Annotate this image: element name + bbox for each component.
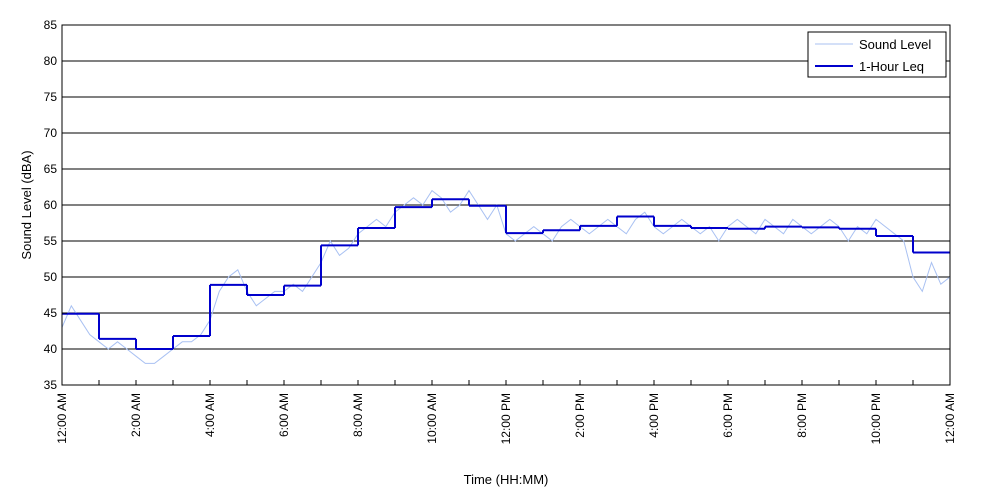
y-tick-label: 65 bbox=[44, 162, 58, 176]
x-tick-label: 10:00 AM bbox=[425, 393, 439, 444]
axes: 35 40 45 50 55 60 65 70 75 80 85 12:00 AM 2:00 AM 4:0… bbox=[44, 18, 957, 444]
y-tick-label: 45 bbox=[44, 306, 58, 320]
y-tick-label: 75 bbox=[44, 90, 58, 104]
y-tick-label: 85 bbox=[44, 18, 58, 32]
y-tick-label: 70 bbox=[44, 126, 58, 140]
x-tick-label: 2:00 PM bbox=[573, 393, 587, 438]
x-tick-label: 8:00 PM bbox=[795, 393, 809, 438]
y-tick-label: 35 bbox=[44, 378, 58, 392]
y-tick-label: 40 bbox=[44, 342, 58, 356]
x-tick-label: 6:00 PM bbox=[721, 393, 735, 438]
x-tick-label: 4:00 AM bbox=[203, 393, 217, 437]
series-layer bbox=[61, 189, 951, 364]
x-axis-label: Time (HH:MM) bbox=[464, 472, 549, 487]
y-tick-label: 55 bbox=[44, 234, 58, 248]
y-tick-label: 50 bbox=[44, 270, 58, 284]
y-tick-label: 80 bbox=[44, 54, 58, 68]
x-tick-label: 12:00 PM bbox=[499, 393, 513, 444]
legend-label-sound-level: Sound Level bbox=[859, 37, 931, 52]
x-tick-label: 12:00 AM bbox=[55, 393, 69, 444]
x-tick-label: 12:00 AM bbox=[943, 393, 957, 444]
legend-label-1-hour-leq: 1-Hour Leq bbox=[859, 59, 924, 74]
y-tick-label: 60 bbox=[44, 198, 58, 212]
legend: Sound Level 1-Hour Leq bbox=[807, 31, 947, 78]
x-tick-label: 4:00 PM bbox=[647, 393, 661, 438]
x-tick-label: 2:00 AM bbox=[129, 393, 143, 437]
x-tick-label: 6:00 AM bbox=[277, 393, 291, 437]
x-tick-label: 8:00 AM bbox=[351, 393, 365, 437]
y-axis-label: Sound Level (dBA) bbox=[19, 150, 34, 259]
x-tick-label: 10:00 PM bbox=[869, 393, 883, 444]
legend-box bbox=[807, 31, 947, 78]
